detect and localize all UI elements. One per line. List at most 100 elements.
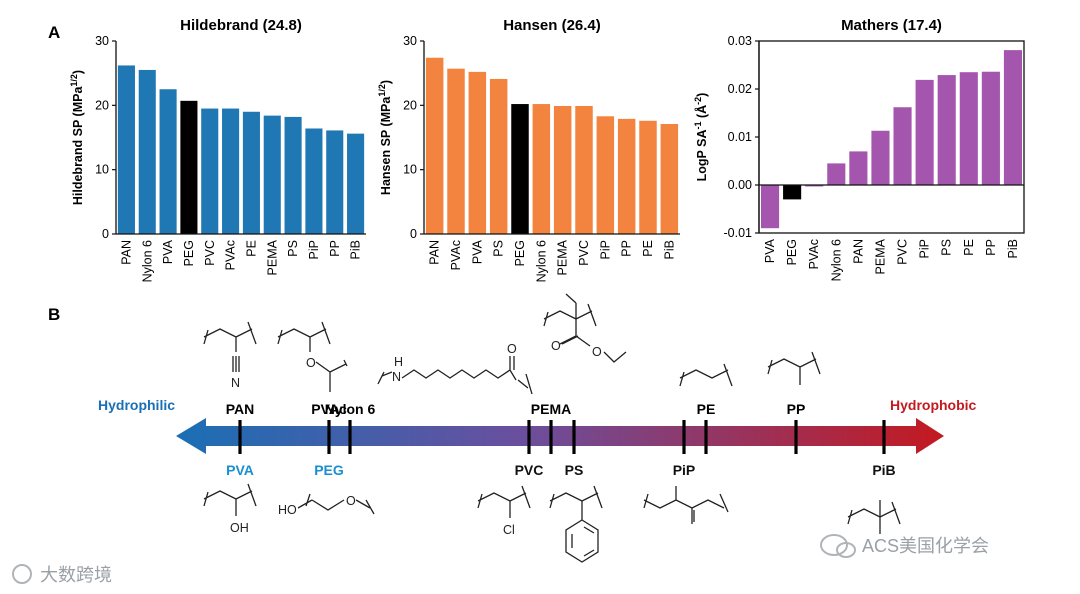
y-tick-label: -0.01 [724, 226, 753, 240]
structure-pvac-oxygen: O [306, 356, 316, 370]
bar-pe [959, 72, 978, 185]
watermark-left-text: 大数跨境 [40, 565, 112, 585]
bar-pva [159, 89, 177, 234]
structure-pib [847, 500, 901, 534]
x-tick-label-pvc: PVC [203, 240, 217, 266]
bar-pip [915, 79, 934, 185]
x-tick-label-nylon-6: Nylon 6 [829, 239, 843, 281]
bar-pema [553, 105, 572, 234]
x-tick-label-peg: PEG [513, 240, 527, 266]
bar-ps [937, 75, 956, 185]
x-tick-label-pip: PiP [918, 239, 932, 258]
scale-label-pib: PiB [872, 462, 895, 478]
bar-pan [849, 151, 868, 185]
y-tick-label: 0.00 [728, 178, 752, 192]
structure-pvc: Cl [477, 485, 531, 537]
bar-ps [284, 116, 302, 234]
x-tick-label-pip: PiP [307, 240, 321, 259]
chart-mathers: Mathers (17.4) -0.01 0.00 0.01 0.02 0.03 PVA PE… [693, 17, 1025, 281]
watermark-right-text: ACS美国化学会 [862, 536, 989, 556]
y-tick-label: 30 [403, 34, 417, 48]
structure-nylon-hydrogen: H [394, 355, 403, 369]
watermark-left: 大数跨境 [12, 564, 112, 585]
x-tick-label-pe: PE [244, 240, 258, 257]
scale-label-pvac: PVAc [311, 401, 347, 417]
bar-peg [783, 185, 802, 200]
structure-nylon-oxygen: O [507, 342, 517, 356]
y-tick-label: 0.03 [728, 34, 752, 48]
structure-nylon6: H N O [377, 342, 533, 395]
structure-pe [679, 363, 733, 387]
bar-peg [180, 100, 198, 234]
x-tick-label-pan: PAN [119, 240, 133, 265]
x-tick-label-peg: PEG [182, 240, 196, 266]
x-tick-label-pe: PE [641, 240, 655, 257]
y-tick-label: 0 [410, 227, 417, 241]
bar-pib [1003, 50, 1023, 186]
bar-pe [242, 111, 260, 234]
bar-pvac [805, 185, 824, 187]
bar-pvac [222, 108, 240, 234]
x-tick-label-pema: PEMA [556, 239, 570, 275]
bar-pan [425, 57, 444, 234]
structure-pan: N [203, 321, 257, 390]
y-tick-label: 0 [102, 227, 109, 241]
y-axis-label: LogP SA-1 (Å-2) [693, 93, 709, 182]
bar-pe [639, 120, 657, 234]
y-axis-label: Hansen SP (MPa1/2) [377, 80, 393, 195]
y-tick-label: 0.02 [728, 82, 752, 96]
y-tick-label: 30 [95, 34, 109, 48]
x-tick-label-ps: PS [940, 239, 954, 256]
x-tick-label-pp: PP [620, 240, 634, 257]
bar-nylon-6 [827, 163, 846, 185]
structure-pva-hydroxyl: OH [230, 521, 249, 535]
x-tick-label-pvac: PVAc [449, 240, 463, 270]
structure-nylon-nitrogen: N [392, 370, 401, 384]
bar-pvc [575, 105, 593, 234]
scale-label-pvc: PVC [515, 462, 544, 478]
bar-pan [117, 65, 135, 235]
watermark-right: ACS美国化学会 [820, 534, 989, 558]
x-tick-label-pip: PiP [598, 240, 612, 259]
structure-pema-ester-oxygen: O [592, 345, 602, 359]
bar-pib [660, 123, 679, 234]
chart-title: Hildebrand (24.8) [180, 17, 302, 34]
bar-pvc [201, 108, 219, 234]
scale-label-pan: PAN [226, 401, 255, 417]
bar-nylon-6 [138, 69, 156, 234]
structure-peg-oxygen: O [346, 494, 356, 508]
x-tick-label-pe: PE [962, 239, 976, 256]
structure-pva: OH [203, 483, 257, 535]
x-tick-label-pp: PP [984, 239, 998, 256]
scale-label-peg: PEG [314, 462, 344, 478]
x-tick-label-nylon-6: Nylon 6 [140, 240, 154, 282]
bar-pvac [447, 68, 465, 234]
bar-pp [617, 118, 636, 234]
bar-ps [489, 78, 508, 234]
panel-label-b: B [48, 305, 60, 324]
hydrophilic-label: Hydrophilic [98, 397, 175, 413]
x-tick-label-pan: PAN [851, 239, 865, 264]
x-tick-label-pva: PVA [161, 239, 175, 264]
structure-ps [549, 485, 603, 563]
x-tick-label-peg: PEG [785, 239, 799, 265]
chart-hildebrand: Hildebrand (24.8) 0 10 20 30 PAN Nylon 6 PVA PEG… [69, 17, 366, 282]
bar-nylon-6 [532, 104, 551, 235]
bar-pp [981, 71, 1000, 185]
x-tick-label-pp: PP [328, 240, 342, 257]
x-tick-label-pib: PiB [662, 240, 676, 259]
scale-label-pe: PE [697, 401, 716, 417]
scale-label-pva: PVA [226, 462, 254, 478]
structure-pema: O O [543, 293, 627, 363]
x-tick-label-ps: PS [492, 240, 506, 257]
chart-hansen: Hansen (26.4) 0 10 20 30 PAN PVAc PVA PS PEG Nylon… [377, 17, 680, 282]
x-tick-label-pvc: PVC [896, 239, 910, 265]
structure-pp [767, 351, 821, 385]
bar-peg [511, 104, 529, 235]
x-tick-label-pema: PEMA [265, 239, 279, 275]
x-tick-label-pan: PAN [428, 240, 442, 265]
x-tick-label-pvac: PVAc [807, 239, 821, 269]
